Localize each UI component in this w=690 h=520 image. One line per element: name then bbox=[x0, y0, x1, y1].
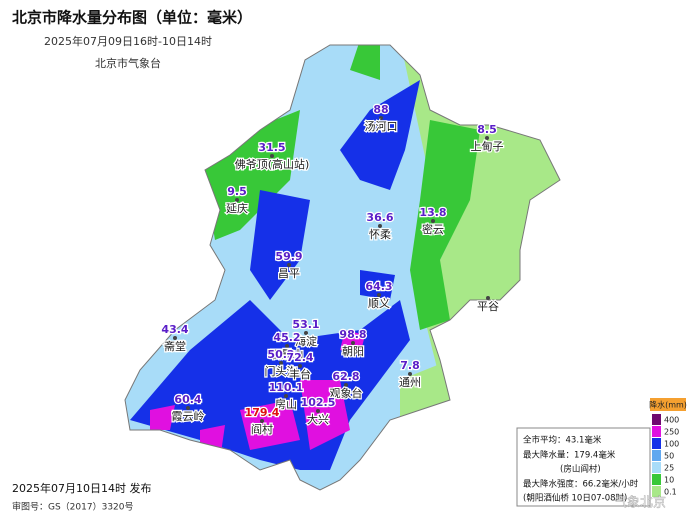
issued: 2025年07月10日14时 发布 bbox=[12, 481, 151, 495]
station-value: 43.4 bbox=[161, 323, 188, 336]
station-dot bbox=[270, 154, 274, 158]
legend-swatch bbox=[652, 414, 661, 425]
station-name: 怀柔 bbox=[369, 228, 391, 241]
boundary bbox=[124, 44, 561, 491]
station-dot bbox=[486, 296, 490, 300]
station-value: 36.6 bbox=[366, 211, 393, 224]
stats-line: (朝阳酒仙桥 10日07-08时) bbox=[523, 493, 627, 504]
legend-swatch bbox=[652, 426, 661, 437]
station-value: 72.4 bbox=[286, 351, 313, 364]
station-value: 102.5 bbox=[301, 396, 336, 409]
legend-label: 25 bbox=[664, 464, 674, 473]
station-dot bbox=[408, 372, 412, 376]
legend-swatch bbox=[652, 486, 661, 497]
station-dot bbox=[298, 364, 302, 368]
legend-label: 400 bbox=[664, 416, 679, 425]
station-name: 斋堂 bbox=[164, 339, 186, 353]
station-dot bbox=[260, 419, 264, 423]
station-name: 昌平 bbox=[278, 267, 300, 280]
station-dot bbox=[287, 263, 291, 267]
station-dot bbox=[173, 336, 177, 340]
station-value: 88 bbox=[373, 103, 388, 116]
station-value: 60.4 bbox=[174, 393, 201, 406]
legend-label: 100 bbox=[664, 440, 679, 449]
station-value: 31.5 bbox=[258, 141, 285, 154]
station-value: 8.5 bbox=[477, 123, 497, 136]
stations: 88 汤河口 31.5 佛爷顶(高山站) 9.5 延庆 8.5 上甸子 13.8 密云 36.6 怀柔… bbox=[160, 102, 505, 438]
legend-swatch bbox=[652, 462, 661, 473]
station-dot bbox=[485, 136, 489, 140]
station-value: 98.8 bbox=[339, 328, 366, 341]
subtitle: 2025年07月09日16时-10日14时 bbox=[44, 34, 212, 48]
station-name: 顺义 bbox=[368, 297, 390, 310]
station-dot bbox=[378, 224, 382, 228]
station-name: 上甸子 bbox=[471, 140, 504, 153]
station-dot bbox=[344, 383, 348, 387]
station-name: 延庆 bbox=[226, 201, 248, 215]
station-value: 179.4 bbox=[245, 406, 280, 419]
station-dot bbox=[351, 341, 355, 345]
station-value: 13.8 bbox=[419, 206, 446, 219]
station-value: 62.8 bbox=[332, 370, 359, 383]
station-dot bbox=[431, 219, 435, 223]
legend-swatch bbox=[652, 474, 661, 485]
station-value: 7.8 bbox=[400, 359, 420, 372]
station-name: 门头沟 bbox=[265, 364, 298, 378]
station-name: 阎村 bbox=[251, 422, 273, 436]
approval: 审图号：GS（2017）3320号 bbox=[12, 501, 134, 513]
station-name: 佛爷顶(高山站) bbox=[235, 157, 310, 171]
stats-line: (房山阎村) bbox=[560, 464, 601, 475]
station-name: 丰台 bbox=[289, 367, 311, 381]
station-name: 通州 bbox=[399, 376, 421, 389]
station-name: 霞云岭 bbox=[172, 409, 205, 423]
station-dot bbox=[316, 409, 320, 413]
station-name: 大兴 bbox=[307, 412, 329, 426]
station-name: 石景山 bbox=[271, 348, 304, 361]
legend-label: 50 bbox=[664, 452, 674, 461]
station-name: 朝阳 bbox=[342, 345, 364, 358]
legend-label: 10 bbox=[664, 476, 674, 485]
station-dot bbox=[379, 116, 383, 120]
station-dot bbox=[284, 394, 288, 398]
station-name: 海淀 bbox=[295, 334, 317, 348]
stats-line: 全市平均：43.1毫米 bbox=[523, 435, 602, 446]
station-dot bbox=[377, 293, 381, 297]
agency: 北京市气象台 bbox=[95, 56, 161, 70]
title: 北京市降水量分布图（单位：毫米） bbox=[12, 9, 252, 27]
legend-title: 降水(mm) bbox=[649, 400, 687, 410]
station-name: 密云 bbox=[422, 222, 444, 236]
stats-line: 最大降水量：179.4毫米 bbox=[523, 450, 616, 461]
station-name: 观象台 bbox=[330, 386, 363, 400]
legend-label: 250 bbox=[664, 428, 679, 437]
station-dot bbox=[279, 361, 283, 365]
station-name: 汤河口 bbox=[365, 119, 398, 133]
station-name: 平谷 bbox=[477, 300, 499, 313]
watermark: 气象北京 bbox=[614, 495, 666, 511]
station-dot bbox=[186, 406, 190, 410]
station-dot bbox=[235, 198, 239, 202]
station-value: 110.1 bbox=[269, 381, 304, 394]
station-dot bbox=[304, 331, 308, 335]
station-value: 9.5 bbox=[227, 185, 247, 198]
station-name: 房山 bbox=[275, 398, 297, 411]
station-dot bbox=[285, 344, 289, 348]
stats-line: 最大降水强度：66.2毫米/小时 bbox=[523, 479, 639, 490]
station-value: 53.1 bbox=[292, 318, 319, 331]
station-value: 45.2 bbox=[273, 331, 300, 344]
legend: 降水(mm) 400 250 100 50 25 10 0.1 bbox=[649, 398, 687, 497]
legend-swatch bbox=[652, 438, 661, 449]
legend-swatch bbox=[652, 450, 661, 461]
legend-label: 0.1 bbox=[664, 488, 677, 497]
station-value: 59.9 bbox=[275, 250, 302, 263]
station-value: 50.2 bbox=[267, 348, 294, 361]
station-value: 64.3 bbox=[365, 280, 392, 293]
